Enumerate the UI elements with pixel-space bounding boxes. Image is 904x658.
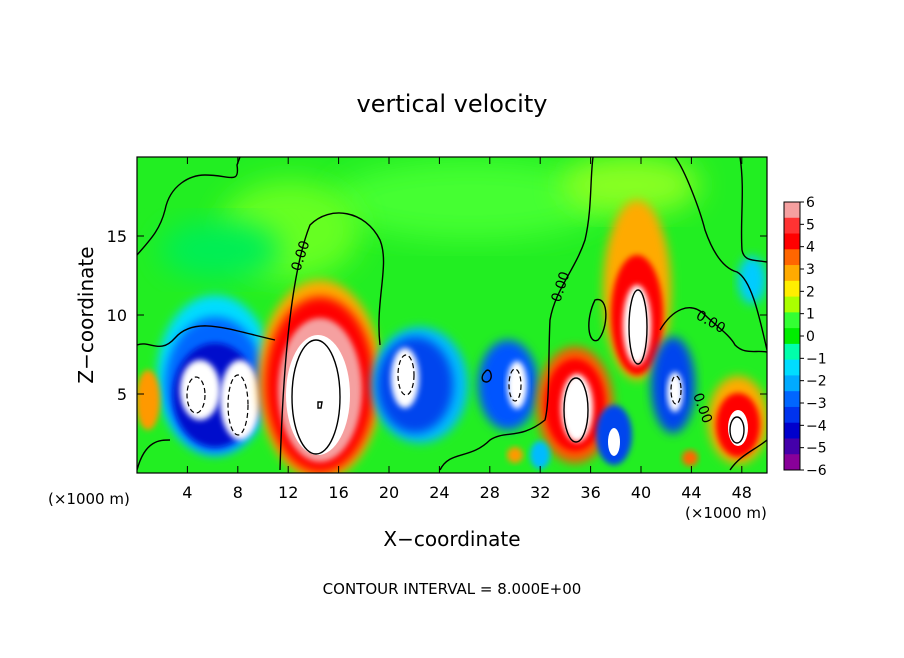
colorbar-tick-label: 2 (806, 284, 815, 300)
contour-lines (137, 157, 767, 471)
x-axis-label: X−coordinate (383, 527, 520, 551)
colorbar-tick-label: −1 (806, 351, 827, 367)
colorbar-tick-label: −6 (806, 463, 827, 479)
y-tick-label: 10 (107, 306, 127, 325)
colorbar-swatch (784, 422, 800, 439)
x-tick-label: 12 (278, 483, 298, 502)
x-tick-label: 40 (631, 483, 651, 502)
x-axis-unit-right: (×1000 m) (685, 504, 767, 522)
y-axis-label: Z−coordinate (74, 246, 98, 383)
colorbar-swatch (784, 265, 800, 282)
field-shading (137, 157, 767, 473)
x-tick-label: 44 (681, 483, 701, 502)
colorbar-swatch (784, 217, 800, 235)
dashed-contours (186, 354, 682, 436)
x-tick-label: 24 (429, 483, 449, 502)
colorbar-tick-label: −2 (806, 374, 827, 390)
colorbar-swatch (784, 202, 800, 219)
plot-area (137, 157, 767, 473)
x-tick-label: 16 (328, 483, 348, 502)
x-axis-unit-left: (×1000 m) (48, 490, 130, 508)
x-tick-label: 28 (480, 483, 500, 502)
colorbar-swatch (784, 438, 800, 455)
x-axis-ticks: 4 8 12 16 20 24 28 32 36 40 44 48 (182, 157, 752, 502)
x-tick-label: 48 (732, 483, 752, 502)
colorbar-swatch (784, 375, 800, 392)
x-tick-label: 4 (182, 483, 192, 502)
colorbar-tick-label: 3 (806, 262, 815, 278)
y-tick-label: 5 (117, 385, 127, 404)
y-axis-ticks: 5 10 15 (107, 227, 767, 404)
colorbar-tick-label: 5 (806, 217, 815, 233)
colorbar-tick-label: −3 (806, 396, 827, 412)
x-tick-label: 8 (233, 483, 243, 502)
colorbar-swatch (784, 454, 800, 471)
colorbar: 6 5 4 3 2 1 0 −1 −2 −3 −4 −5 −6 (783, 195, 827, 479)
colorbar-swatch (784, 233, 800, 250)
footer-note: CONTOUR INTERVAL = 8.000E+00 (323, 580, 582, 598)
colorbar-tick-label: −5 (806, 441, 827, 457)
colorbar-swatch (784, 312, 800, 329)
colorbar-swatch (784, 359, 800, 376)
x-tick-label: 20 (379, 483, 399, 502)
colorbar-swatch (784, 249, 800, 266)
colorbar-tick-label: 0 (806, 329, 815, 345)
x-tick-label: 32 (530, 483, 550, 502)
colorbar-tick-label: −4 (806, 418, 827, 434)
y-tick-label: 15 (107, 227, 127, 246)
chart-title: vertical velocity (357, 90, 548, 118)
colorbar-swatch (784, 406, 800, 424)
colorbar-swatch (784, 343, 800, 361)
colorbar-tick-label: 1 (806, 307, 815, 323)
x-tick-label: 36 (580, 483, 600, 502)
colorbar-swatch (784, 296, 800, 313)
colorbar-tick-label: 6 (806, 195, 815, 211)
colorbar-swatch (784, 391, 800, 408)
colorbar-tick-label: 4 (806, 240, 815, 256)
colorbar-swatch (784, 280, 800, 298)
colorbar-swatch (784, 328, 800, 345)
